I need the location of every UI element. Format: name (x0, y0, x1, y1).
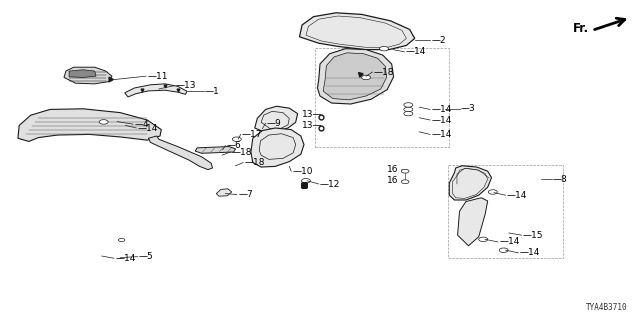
Text: —18: —18 (232, 148, 252, 156)
Text: —11: —11 (147, 72, 168, 81)
Circle shape (401, 180, 409, 184)
Text: —13: —13 (175, 81, 196, 90)
Polygon shape (317, 49, 394, 104)
Text: —14: —14 (499, 237, 520, 246)
Polygon shape (125, 84, 187, 97)
Bar (448, 165, 563, 258)
Circle shape (301, 179, 310, 183)
Text: —14: —14 (520, 248, 540, 257)
Polygon shape (255, 106, 298, 132)
Text: —14: —14 (138, 124, 158, 132)
Circle shape (404, 111, 413, 116)
Polygon shape (148, 136, 212, 170)
Circle shape (401, 169, 409, 173)
Text: Fr.: Fr. (573, 22, 589, 35)
Polygon shape (251, 128, 304, 167)
Text: —18: —18 (244, 158, 265, 167)
Circle shape (499, 248, 508, 252)
Polygon shape (300, 13, 415, 50)
Polygon shape (69, 70, 96, 77)
Text: —1: —1 (205, 87, 220, 96)
Polygon shape (18, 109, 161, 141)
Text: —8: —8 (553, 175, 568, 184)
Circle shape (488, 190, 497, 194)
Text: —14: —14 (406, 47, 426, 56)
Circle shape (404, 107, 413, 112)
Text: —14: —14 (507, 191, 527, 200)
Text: —14: —14 (431, 130, 452, 139)
Circle shape (362, 75, 371, 80)
Text: —3: —3 (461, 104, 476, 113)
Polygon shape (449, 166, 492, 200)
Bar (315, 48, 449, 147)
Text: —14: —14 (115, 254, 136, 263)
Text: —15: —15 (523, 231, 543, 240)
Text: TYA4B3710: TYA4B3710 (586, 303, 627, 312)
Text: —4: —4 (134, 120, 149, 129)
Polygon shape (323, 53, 387, 100)
Circle shape (380, 46, 388, 51)
Text: —10: —10 (292, 167, 313, 176)
Polygon shape (458, 198, 488, 246)
Circle shape (479, 237, 488, 242)
Text: —14: —14 (431, 105, 452, 114)
Circle shape (118, 238, 125, 242)
Text: —12: —12 (320, 180, 340, 188)
Text: 16: 16 (387, 165, 398, 174)
Text: —17: —17 (242, 130, 262, 139)
Text: —5: —5 (139, 252, 154, 261)
Text: —7: —7 (238, 190, 253, 199)
Polygon shape (195, 147, 236, 153)
Text: —18: —18 (374, 68, 394, 76)
Text: —2: —2 (431, 36, 446, 44)
Text: —6: —6 (227, 141, 241, 150)
Circle shape (404, 103, 413, 107)
Circle shape (232, 137, 241, 141)
Polygon shape (216, 189, 232, 196)
Text: —9: —9 (267, 119, 282, 128)
Text: 13—: 13— (302, 121, 323, 130)
Polygon shape (64, 67, 112, 84)
Text: 16: 16 (387, 176, 398, 185)
Text: —14: —14 (431, 116, 452, 124)
Polygon shape (99, 119, 125, 125)
Text: 13—: 13— (302, 110, 323, 119)
Circle shape (99, 120, 108, 124)
